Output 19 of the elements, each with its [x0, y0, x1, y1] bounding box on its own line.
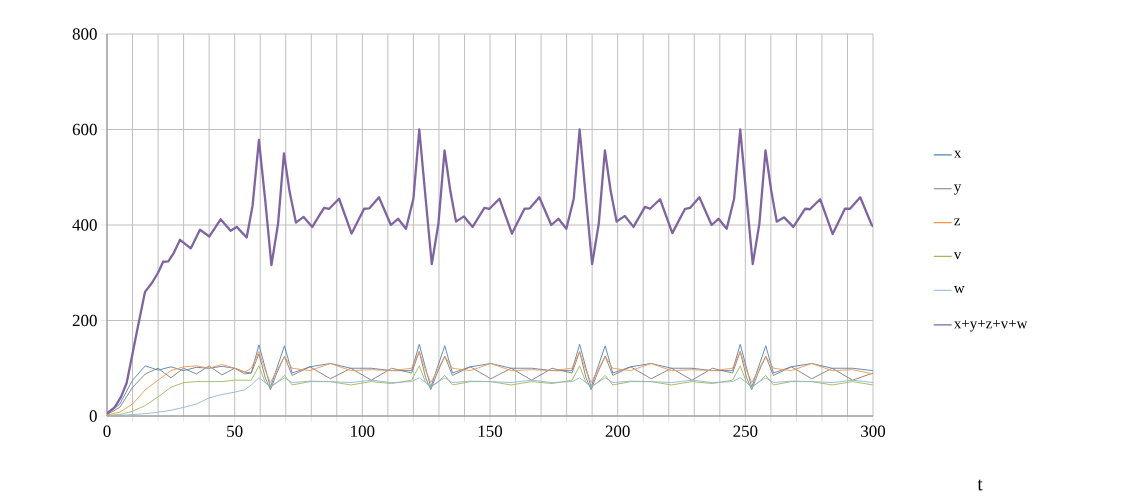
y-tick-label: 600 [72, 123, 97, 136]
x-tick-label: 300 [861, 425, 886, 437]
legend-label: v [953, 252, 962, 260]
x-tick-label: 250 [733, 425, 758, 437]
y-tick-label: 0 [89, 410, 97, 422]
text: t [977, 479, 983, 491]
x-tick-label: 100 [351, 425, 375, 437]
legend-label: x [953, 150, 962, 158]
x-tick-label: 0 [103, 425, 111, 437]
x-tick-label: 200 [605, 425, 630, 437]
y-tick-label: 400 [72, 219, 97, 231]
legend-label: z [954, 218, 961, 226]
x-tick-label: 50 [227, 425, 243, 437]
legend-label: w [953, 286, 965, 294]
legend-label: y [954, 184, 962, 195]
x-tick-label: 150 [478, 425, 503, 437]
y-tick-label: 800 [72, 28, 97, 40]
y-tick-label: 200 [72, 314, 97, 327]
legend-label: x+y+z+v+w [953, 319, 1028, 332]
